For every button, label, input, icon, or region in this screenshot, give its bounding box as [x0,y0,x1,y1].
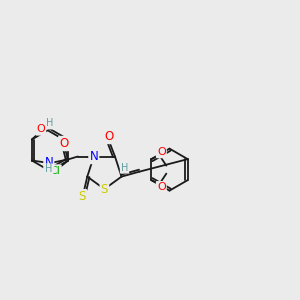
Text: O: O [157,147,166,157]
Text: O: O [157,182,166,192]
Text: N: N [44,156,53,169]
Text: S: S [101,183,108,196]
Text: O: O [36,124,45,134]
Text: H: H [45,164,52,175]
Text: Cl: Cl [50,166,61,176]
Text: O: O [104,130,114,143]
Text: N: N [89,150,98,163]
Text: H: H [121,163,128,172]
Text: O: O [59,137,68,150]
Text: S: S [79,190,86,203]
Text: H: H [46,118,53,128]
